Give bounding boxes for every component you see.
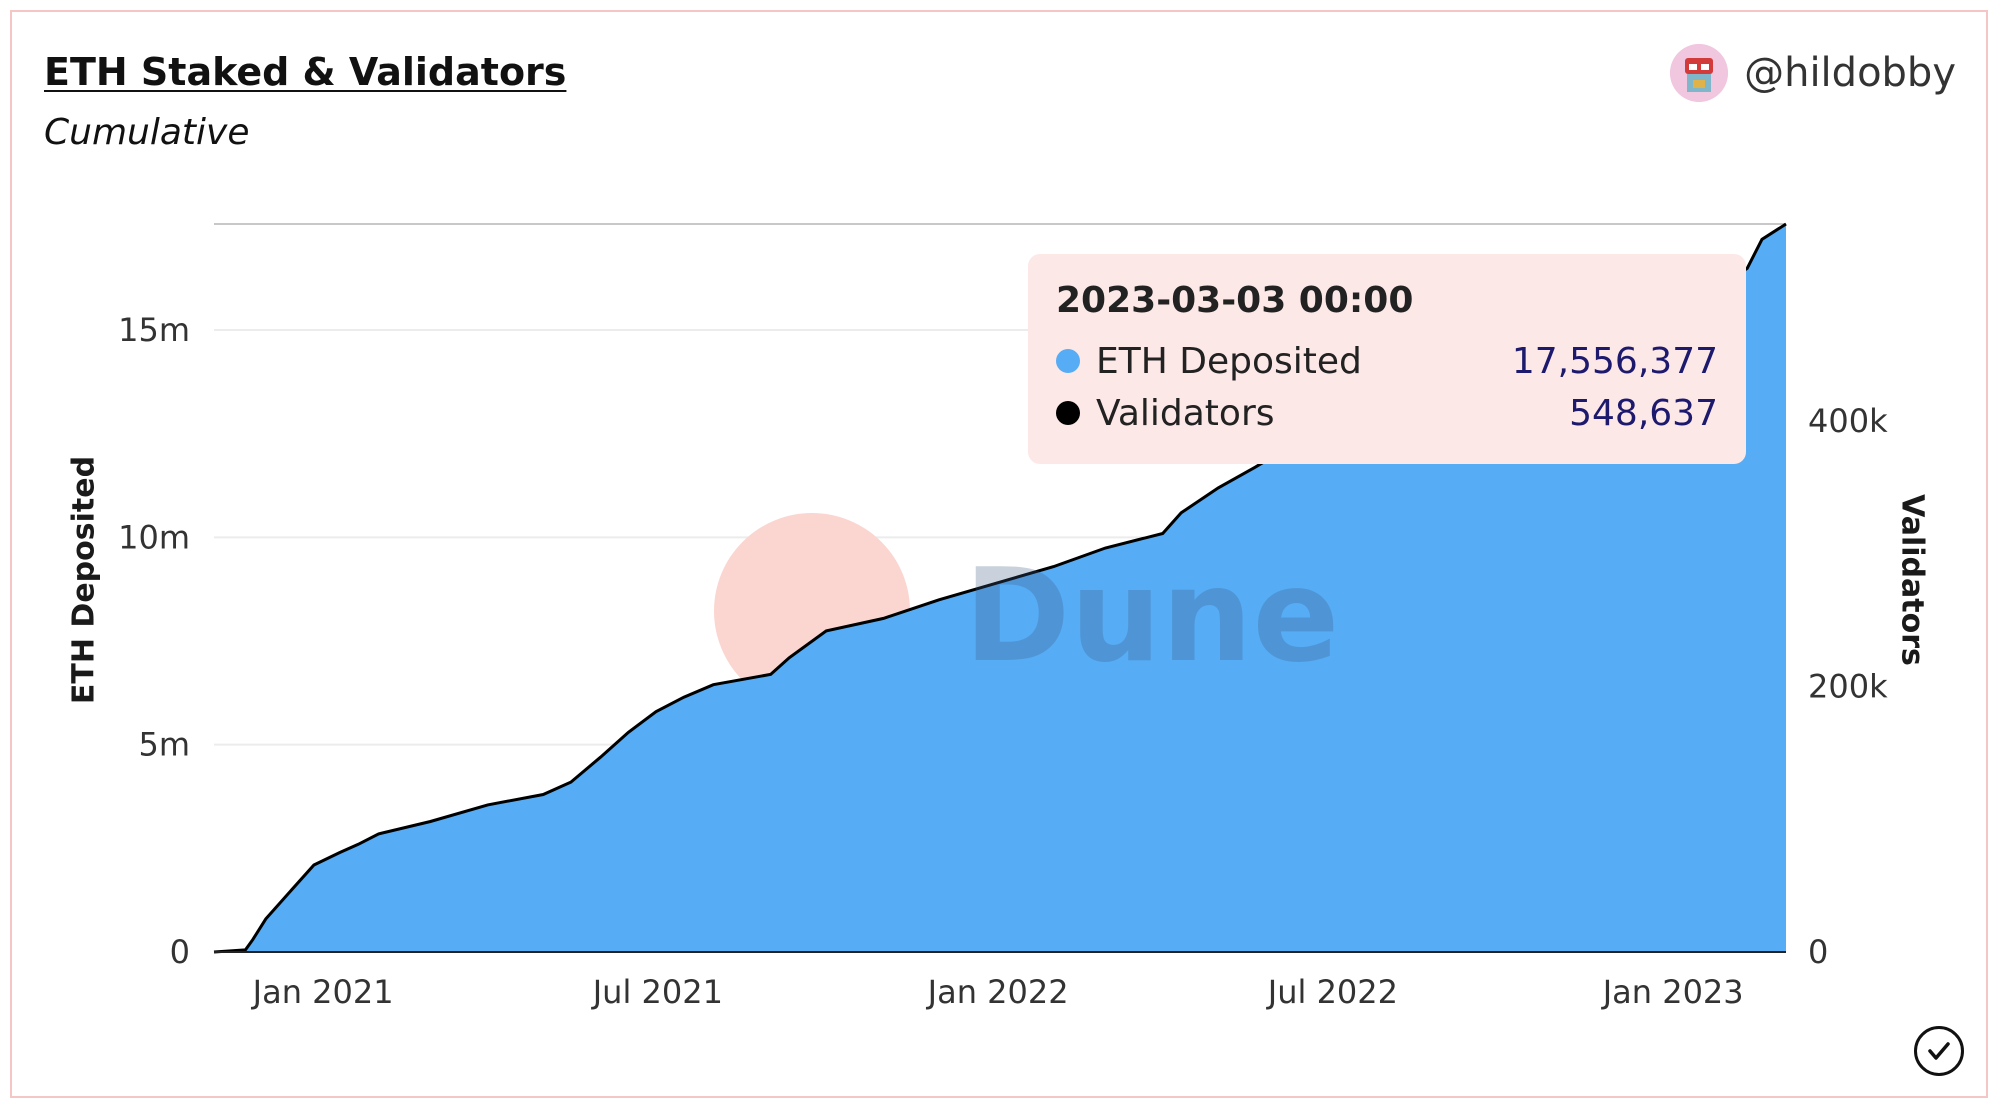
y-left-tick-label: 5m xyxy=(138,726,190,764)
y-right-tick-label: 200k xyxy=(1808,668,1888,706)
chart-subtitle: Cumulative xyxy=(44,112,250,153)
y-left-tick-label: 0 xyxy=(170,933,190,971)
tooltip-date: 2023-03-03 00:00 xyxy=(1056,280,1414,321)
tooltip-row-eth-deposited: ETH Deposited 17,556,377 xyxy=(1056,335,1718,387)
x-tick-label: Jan 2022 xyxy=(926,973,1069,1011)
tooltip-row-validators: Validators 548,637 xyxy=(1056,387,1718,439)
tooltip-label: ETH Deposited xyxy=(1096,340,1362,382)
tooltip-value: 17,556,377 xyxy=(1511,340,1718,382)
validators-legend-dot xyxy=(1056,401,1080,425)
y-right-tick-label: 0 xyxy=(1808,933,1828,971)
y-left-tick-label: 15m xyxy=(118,311,190,349)
x-tick-label: Jul 2022 xyxy=(1266,973,1398,1011)
tooltip-value: 548,637 xyxy=(1569,392,1718,434)
dune-watermark-text: Dune xyxy=(964,542,1339,691)
tooltip-label: Validators xyxy=(1096,392,1275,434)
x-tick-label: Jan 2023 xyxy=(1601,973,1744,1011)
y-right-tick-label: 400k xyxy=(1808,402,1888,440)
y-axis-left-title: ETH Deposited xyxy=(66,455,102,705)
x-tick-label: Jul 2021 xyxy=(591,973,723,1011)
chart-title[interactable]: ETH Staked & Validators xyxy=(44,50,567,94)
y-left-tick-label: 10m xyxy=(118,518,190,556)
author-name[interactable]: @hildobby xyxy=(1744,50,1956,96)
chart-tooltip: 2023-03-03 00:00 ETH Deposited 17,556,37… xyxy=(1028,254,1746,464)
check-circle-icon[interactable] xyxy=(1914,1026,1964,1076)
y-axis-right-title: Validators xyxy=(1894,494,1930,666)
x-tick-label: Jan 2021 xyxy=(251,973,394,1011)
eth-deposited-legend-dot xyxy=(1056,349,1080,373)
author-link[interactable]: @hildobby xyxy=(1670,44,1956,102)
avatar-icon xyxy=(1670,44,1729,102)
